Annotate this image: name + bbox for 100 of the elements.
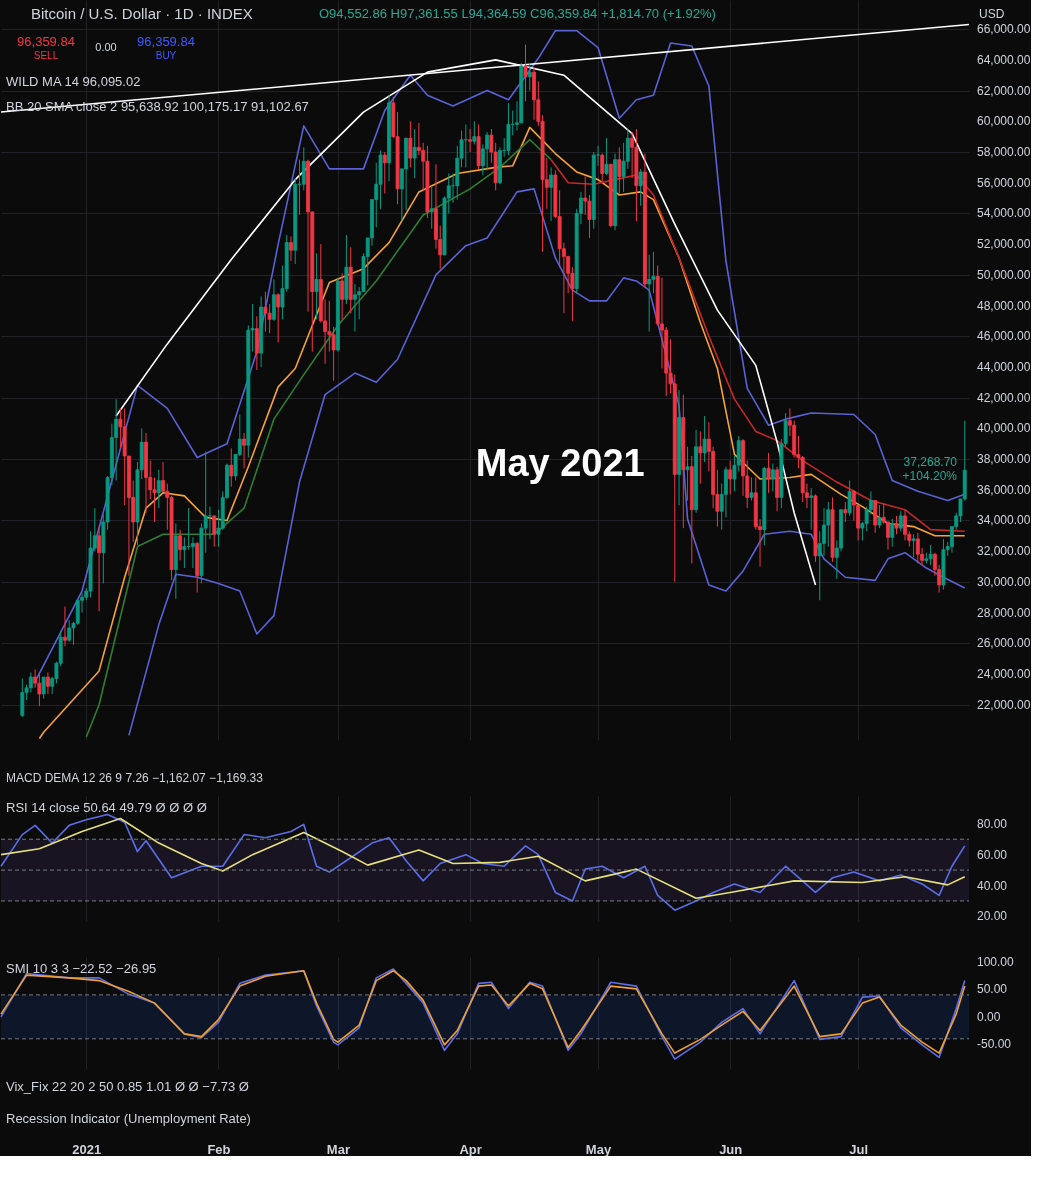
candlestick (97, 526, 102, 612)
candlestick (698, 430, 703, 485)
candlestick (890, 518, 895, 548)
annotation: Bitcoin / U.S. Dollar · 1D · INDEX (31, 5, 253, 22)
y-tick-label: 48,000.00 (977, 298, 1031, 313)
text: Recession Indicator (Unemployment Rate) (6, 1111, 251, 1126)
annotation: 96,359.84 (17, 34, 75, 49)
y-tick-label: 46,000.00 (977, 329, 1031, 344)
candlestick (886, 521, 890, 551)
candlestick (412, 128, 417, 179)
candlestick (527, 62, 532, 92)
candlestick (156, 469, 161, 509)
candlestick (617, 146, 622, 194)
y-tick-label: 40,000.00 (977, 421, 1031, 436)
line-series (38, 126, 966, 740)
candlestick (289, 235, 293, 262)
candlestick (766, 452, 771, 494)
x-tick-label: 2021 (72, 1141, 102, 1157)
y-tick-label: 50,000.00 (977, 267, 1031, 282)
candlestick (408, 120, 413, 168)
candlestick (702, 415, 707, 463)
annotation: +104.20% (902, 469, 958, 483)
candlestick (45, 671, 50, 695)
y-tick-label: 64,000.00 (977, 52, 1031, 67)
candlestick (647, 254, 652, 333)
y-tick-label: 54,000.00 (977, 206, 1031, 221)
annotation: WILD MA 14 96,095.02 (6, 74, 141, 89)
candlestick (67, 619, 72, 643)
candlestick (749, 476, 754, 501)
annotation: SELL (33, 50, 59, 61)
candlestick (600, 153, 605, 182)
annotation: RSI 14 close 50.64 49.79 Ø Ø Ø Ø (6, 800, 207, 815)
y-tick-label: 30,000.00 (977, 574, 1031, 589)
candlestick (898, 510, 903, 532)
x-tick-label: Feb (207, 1141, 231, 1157)
annotation: O94,552.86 H97,361.55 L94,364.59 C96,359.84 +1,814.70 (+1.92%) (319, 6, 716, 21)
candlestick (37, 671, 42, 707)
text: USD (979, 7, 1005, 21)
x-tick-label: May (585, 1141, 612, 1157)
text: Vix_Fix 22 20 2 50 0.85 1.01 Ø Ø −7.73 Ø (6, 1079, 249, 1094)
line-series (0, 817, 966, 900)
y-tick-label: 100.00 (977, 954, 1015, 969)
candlestick (468, 128, 473, 153)
y-tick-label: 34,000.00 (977, 513, 1031, 528)
candlestick (353, 283, 357, 333)
candlestick (843, 501, 848, 523)
y-tick-label: 50.00 (977, 982, 1008, 997)
annotation: SMI 10 3 3 −22.52 −26.95 (6, 961, 157, 976)
annotation: 96,359.84 (137, 34, 195, 49)
line-series (128, 188, 966, 737)
y-tick-label: -50.00 (977, 1037, 1012, 1052)
candlestick (523, 44, 528, 102)
y-tick-label: 52,000.00 (977, 237, 1031, 252)
y-tick-label: 56,000.00 (977, 175, 1031, 190)
candlestick (728, 460, 733, 495)
candlestick (41, 676, 46, 700)
candlestick (915, 532, 920, 564)
y-tick-label: 42,000.00 (977, 390, 1031, 405)
candlestick (894, 515, 899, 535)
line-series (85, 138, 552, 738)
candlestick (190, 536, 195, 569)
annotation: 37,268.70 (903, 455, 958, 469)
candlestick (20, 678, 25, 718)
annotation: May 2021 (475, 442, 645, 485)
y-tick-label: 44,000.00 (977, 359, 1031, 374)
candlestick (263, 291, 268, 333)
x-tick-label: Jun (719, 1141, 743, 1157)
y-tick-label: 26,000.00 (977, 636, 1031, 651)
candlestick (242, 432, 246, 469)
candlestick (903, 509, 907, 541)
candlestick (877, 504, 882, 529)
candlestick (583, 176, 588, 216)
x-tick-label: Apr (459, 1141, 482, 1157)
line-series (550, 158, 966, 532)
y-tick-label: 36,000.00 (977, 482, 1031, 497)
candlestick (208, 506, 212, 540)
y-tick-label: 20.00 (977, 909, 1008, 924)
candlestick (28, 671, 33, 693)
candlestick (847, 480, 852, 517)
candlestick (638, 168, 643, 207)
candlestick (229, 447, 234, 488)
x-tick-label: Jul (849, 1141, 869, 1157)
y-tick-label: 38,000.00 (977, 452, 1031, 467)
candlestick (340, 272, 345, 320)
candlestick (276, 292, 281, 343)
candlestick (382, 151, 387, 194)
y-tick-label: 28,000.00 (977, 605, 1031, 620)
candlestick (472, 120, 477, 145)
candlestick (822, 507, 826, 557)
annotation: BUY (155, 50, 177, 61)
y-tick-label: 32,000.00 (977, 544, 1031, 559)
line-series (0, 813, 966, 911)
candlestick (63, 605, 67, 647)
y-tick-label: 58,000.00 (977, 144, 1031, 159)
candlestick (604, 137, 609, 176)
y-tick-label: 0.00 (977, 1009, 1001, 1024)
candlestick (928, 544, 933, 566)
candlestick (314, 252, 319, 320)
y-tick-label: 60,000.00 (977, 114, 1031, 129)
y-tick-label: 24,000.00 (977, 666, 1031, 681)
